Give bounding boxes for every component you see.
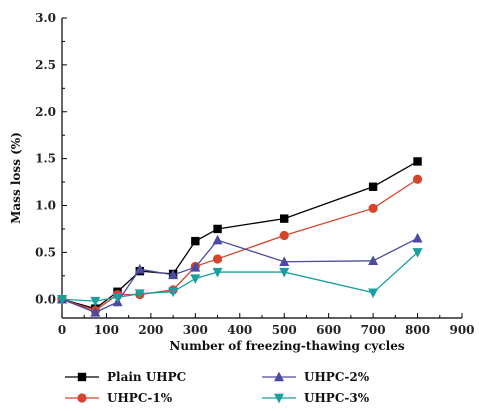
data-point [90,306,101,317]
legend-label: Plain UHPC [107,370,186,384]
data-point [279,230,289,241]
data-point [368,255,379,266]
data-point [168,269,179,280]
legend-marker [274,371,284,382]
x-tick-label: 0 [58,323,66,337]
axes: 0 100 200 300 400 500 600 700 800 900 0.0 0.5 1.0 1.5… [9,11,475,353]
series-line [61,178,418,312]
data-point [412,232,423,243]
y-tick-label: 2.0 [35,105,56,119]
y-axis-title: Mass loss (%) [9,132,23,224]
x-tick-label: 200 [138,323,163,337]
data-point [190,261,201,272]
series-0 [57,157,422,313]
data-point [134,263,145,274]
series-layer [57,157,423,317]
legend-marker [77,372,87,382]
x-tick-label: 600 [316,323,341,337]
legend-item: Plain UHPC [65,370,186,384]
y-tick-label: 0.5 [35,245,56,259]
data-point [279,267,290,278]
y-tick-label: 1.5 [35,152,56,166]
series-line [61,160,418,310]
data-point [368,182,378,191]
data-point [368,203,378,213]
series-line [61,237,418,314]
legend-item: UHPC-3% [262,391,370,405]
data-point [191,236,200,246]
legend-marker [77,393,87,403]
x-tick-label: 900 [449,323,474,337]
data-point [280,214,289,223]
data-point [212,254,223,264]
data-point [413,157,422,166]
data-point [168,287,179,298]
data-point [134,289,145,300]
data-point [212,234,223,245]
series-1 [57,174,423,316]
series-2 [57,232,423,317]
x-tick-label: 100 [94,323,119,337]
series-3 [57,248,423,307]
data-point [213,224,222,234]
data-point [112,293,123,303]
legend-item: UHPC-1% [65,391,173,405]
data-point [368,288,379,299]
x-axis-title: Number of freezing-thawing cycles [169,339,404,353]
data-point [190,274,201,285]
y-tick-label: 3.0 [35,11,56,25]
legend-label: UHPC-2% [304,370,370,384]
legend-marker [274,393,284,404]
legend-label: UHPC-1% [107,391,173,405]
data-point [90,296,101,307]
data-point [412,248,423,258]
series-line [61,251,418,302]
legend: Plain UHPC UHPC-1% UHPC-2% UHPC-3% [65,370,370,405]
x-tick-label: 500 [272,323,297,337]
x-tick-label: 300 [183,323,208,337]
data-point [279,256,290,266]
x-tick-label: 400 [227,323,252,337]
data-point [412,174,423,184]
data-point [212,267,223,278]
x-tick-label: 700 [361,323,386,337]
data-point [57,295,67,305]
y-tick-label: 0.0 [35,292,56,306]
y-tick-label: 2.5 [35,58,56,72]
legend-label: UHPC-3% [304,391,370,405]
x-tick-label: 800 [405,323,430,337]
y-tick-label: 1.0 [35,199,56,213]
legend-item: UHPC-2% [262,370,370,384]
